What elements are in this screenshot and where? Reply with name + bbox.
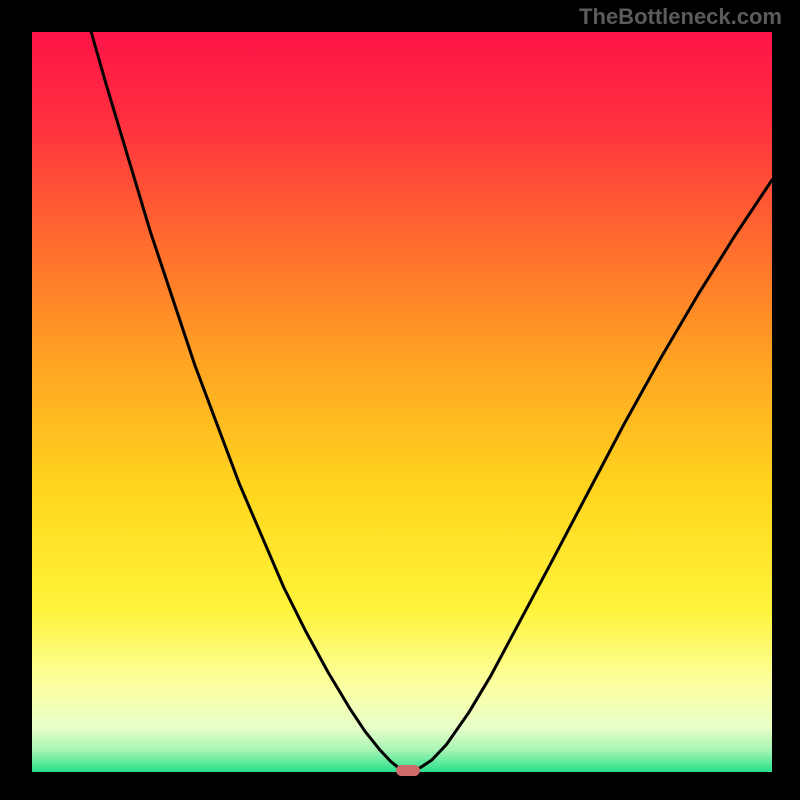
curve-path [91,32,772,770]
bottleneck-marker [396,765,420,775]
watermark-text: TheBottleneck.com [579,4,782,30]
chart-plot-area [32,32,772,772]
bottleneck-curve [32,32,772,772]
